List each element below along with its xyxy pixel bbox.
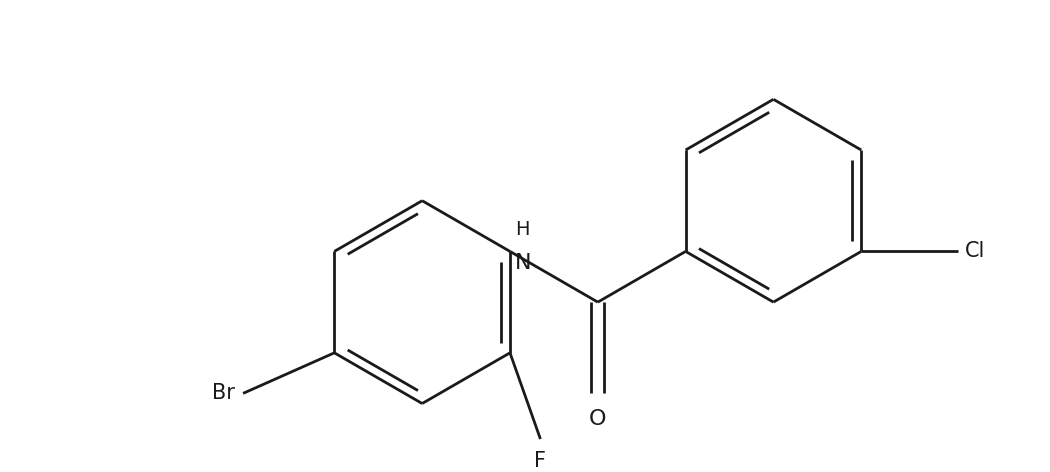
Text: F: F: [534, 451, 546, 471]
Text: N: N: [516, 253, 531, 273]
Text: Br: Br: [212, 383, 235, 404]
Text: Cl: Cl: [965, 241, 985, 261]
Text: H: H: [516, 220, 529, 239]
Text: O: O: [589, 409, 607, 429]
